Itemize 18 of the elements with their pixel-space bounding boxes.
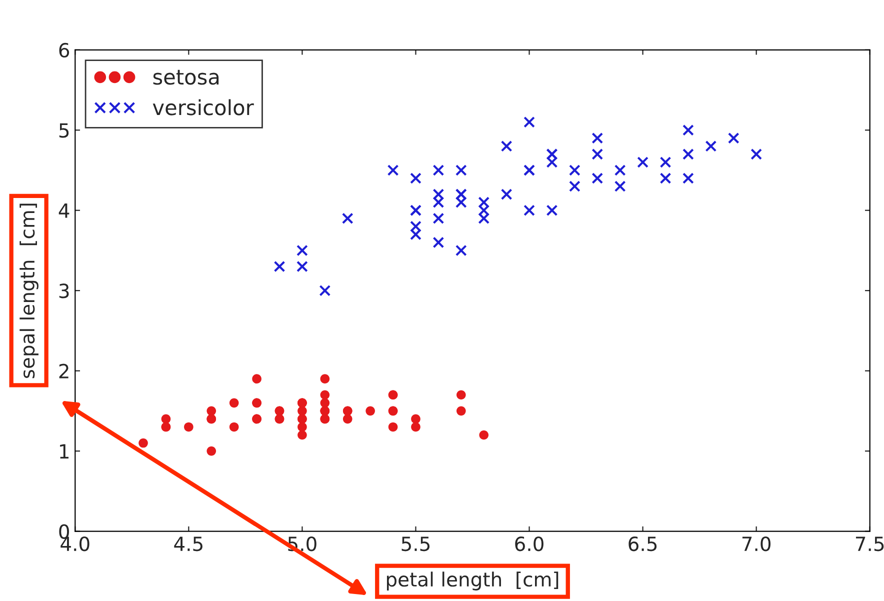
y-tick-label: 3 [59, 284, 69, 298]
x-tick-label: 4.0 [60, 536, 90, 552]
x-tick-label: 6.0 [515, 536, 544, 552]
x-tick-label: 7.5 [856, 536, 884, 552]
y-tick-label: 2 [59, 364, 68, 378]
y-axis-title: sepal length [cm] [20, 204, 38, 378]
y-tick-label: 5 [59, 123, 69, 138]
x-axis-title: petal length [cm] [386, 572, 558, 590]
y-tick-label: 1 [60, 444, 68, 458]
legend-label: setosa [153, 70, 219, 85]
y-tick-label: 4 [58, 204, 70, 218]
legend-label: versicolor [152, 99, 254, 116]
x-tick-label: 5.5 [402, 536, 430, 552]
x-tick-label: 6.5 [628, 536, 657, 552]
x-tick-label: 4.5 [174, 536, 202, 552]
y-tick-label: 6 [59, 42, 70, 58]
y-tick-label: 0 [59, 524, 69, 539]
x-tick-label: 7.0 [742, 536, 770, 552]
